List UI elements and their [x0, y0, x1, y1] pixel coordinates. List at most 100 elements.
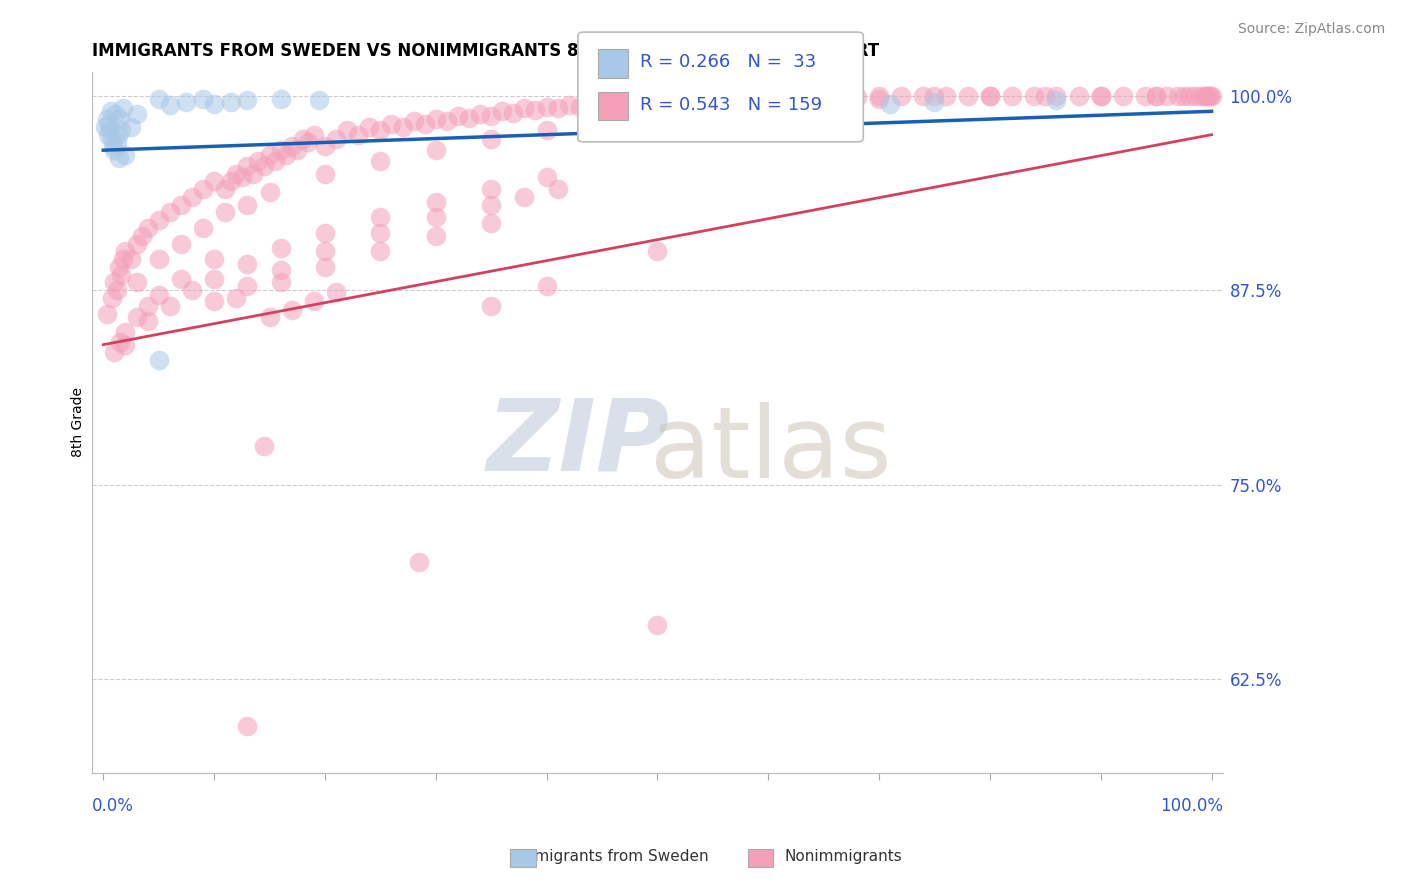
Point [380, 117, 402, 131]
Point [96, 307, 118, 321]
Point [270, 263, 292, 277]
Point [104, 107, 127, 121]
Point [225, 291, 247, 305]
Point [202, 294, 225, 309]
Point [458, 111, 481, 125]
Point [1189, 88, 1212, 103]
Point [347, 128, 370, 142]
Point [259, 148, 281, 162]
Point [502, 106, 524, 120]
Point [1144, 88, 1167, 103]
Point [536, 123, 558, 137]
Point [148, 213, 170, 227]
Point [779, 88, 801, 103]
Point [468, 107, 491, 121]
Point [425, 194, 447, 209]
Point [647, 244, 669, 259]
Point [159, 98, 181, 112]
Text: 0.0%: 0.0% [93, 797, 134, 815]
Point [103, 143, 125, 157]
Point [125, 107, 148, 121]
Point [103, 276, 125, 290]
Point [935, 88, 957, 103]
Point [425, 210, 447, 224]
Point [191, 182, 214, 196]
Point [602, 95, 624, 109]
Point [170, 236, 193, 251]
Point [125, 310, 148, 324]
Point [1197, 88, 1219, 103]
Point [236, 197, 259, 211]
Point [148, 353, 170, 368]
Point [868, 92, 890, 106]
Point [425, 143, 447, 157]
Text: ZIP: ZIP [486, 395, 669, 492]
Point [979, 88, 1001, 103]
Point [479, 182, 502, 196]
Point [107, 151, 129, 165]
Point [735, 92, 758, 106]
Point [181, 190, 204, 204]
Point [408, 556, 430, 570]
Point [1144, 88, 1167, 103]
Point [924, 95, 946, 109]
Point [524, 103, 547, 117]
Point [536, 169, 558, 184]
Point [253, 439, 276, 453]
Point [236, 278, 259, 293]
Point [370, 226, 392, 240]
Point [247, 154, 270, 169]
Point [845, 90, 868, 104]
Point [1090, 88, 1112, 103]
Point [100, 104, 122, 119]
Point [479, 132, 502, 146]
Point [270, 276, 292, 290]
Point [756, 100, 779, 114]
Point [159, 205, 181, 219]
Point [436, 113, 458, 128]
Point [107, 128, 129, 142]
Point [202, 96, 225, 111]
Point [479, 197, 502, 211]
Point [148, 92, 170, 106]
Point [1201, 88, 1223, 103]
Point [120, 252, 142, 266]
Point [979, 88, 1001, 103]
Point [1045, 94, 1067, 108]
Point [370, 210, 392, 224]
Point [191, 92, 214, 106]
Point [148, 288, 170, 302]
Point [276, 148, 298, 162]
Point [370, 244, 392, 259]
Point [225, 167, 247, 181]
Point [591, 117, 613, 131]
Point [270, 92, 292, 106]
Point [1167, 88, 1189, 103]
Point [1112, 88, 1135, 103]
Point [112, 101, 135, 115]
Point [291, 132, 314, 146]
Point [1033, 88, 1056, 103]
Point [1178, 88, 1201, 103]
Point [302, 128, 325, 142]
Y-axis label: 8th Grade: 8th Grade [72, 387, 86, 458]
Text: R = 0.266   N =  33: R = 0.266 N = 33 [640, 54, 815, 71]
Point [148, 252, 170, 266]
Point [202, 174, 225, 188]
Point [956, 88, 979, 103]
Point [801, 90, 824, 104]
Point [647, 95, 669, 109]
Point [868, 88, 890, 103]
Point [568, 100, 591, 114]
Point [547, 101, 569, 115]
Point [231, 169, 253, 184]
Point [170, 272, 193, 286]
Point [219, 174, 242, 188]
Point [325, 285, 347, 299]
Point [114, 337, 136, 351]
Point [308, 94, 330, 108]
Point [890, 88, 912, 103]
Point [336, 123, 359, 137]
Point [170, 197, 193, 211]
Point [479, 216, 502, 230]
